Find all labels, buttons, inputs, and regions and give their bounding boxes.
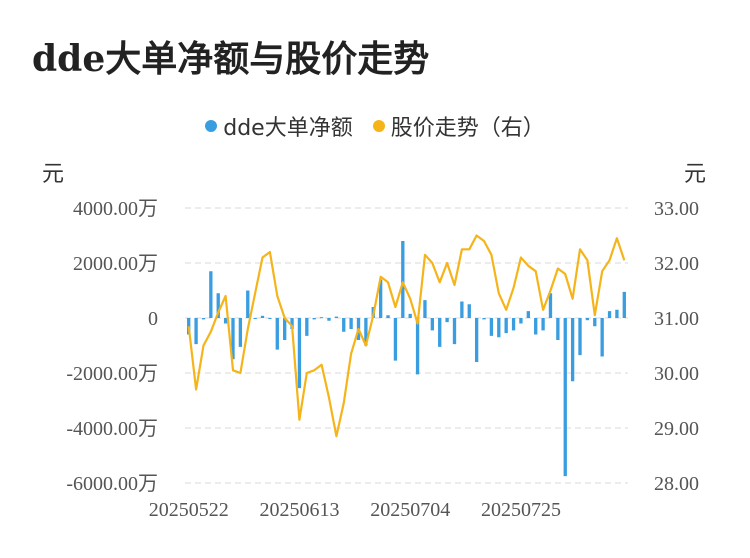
legend-dot-bar: [205, 120, 218, 132]
legend-dot-line: [372, 120, 385, 132]
y2-tick-label: 30.00: [654, 363, 699, 385]
bar: [519, 318, 523, 324]
bar: [607, 311, 612, 318]
bar: [268, 318, 272, 319]
bar: [415, 318, 420, 375]
bar: [319, 317, 324, 319]
right-axis-unit: 元: [684, 162, 707, 187]
bar: [231, 318, 235, 360]
chart-title: dde大单净额与股价走势: [32, 38, 430, 80]
bar: [452, 318, 457, 345]
bar: [622, 291, 626, 318]
bar: [194, 318, 198, 345]
y2-tick-label: 33.00: [654, 198, 699, 220]
bar: [312, 318, 316, 320]
bar: [386, 315, 390, 318]
bar: [342, 318, 346, 332]
bar: [511, 318, 516, 331]
y-tick-label: -6000.00万: [66, 473, 158, 495]
x-tick-label: 20250613: [259, 499, 339, 521]
bar: [497, 318, 501, 338]
bar: [489, 318, 494, 336]
bar: [474, 318, 479, 362]
bar: [238, 318, 243, 347]
bar: [438, 318, 442, 347]
bar: [260, 315, 265, 318]
x-tick-label: 20250704: [370, 499, 450, 521]
bar: [305, 318, 309, 336]
chart-legend: dde大单净额 股价走势（右）: [0, 110, 750, 142]
bar: [364, 318, 368, 346]
y-tick-label: 2000.00万: [73, 253, 158, 275]
bar: [423, 300, 427, 318]
bar: [349, 318, 353, 329]
bar: [430, 318, 435, 331]
y-tick-label: 0: [148, 308, 158, 330]
bar: [246, 290, 250, 318]
x-tick-label: 20250725: [481, 499, 561, 521]
bar: [482, 318, 486, 320]
bar: [467, 304, 471, 318]
bar: [275, 318, 279, 350]
y2-tick-label: 31.00: [654, 308, 699, 330]
legend-item-price[interactable]: 股价走势（右）: [372, 110, 545, 142]
x-tick-label: 20250522: [149, 499, 229, 521]
bar: [570, 318, 575, 382]
legend-item-dde[interactable]: dde大单净额: [205, 110, 353, 142]
bar: [548, 293, 553, 318]
bar: [526, 311, 530, 318]
y-tick-label: 4000.00万: [73, 198, 158, 220]
price-line: [187, 234, 626, 438]
y2-tick-label: 28.00: [654, 473, 699, 495]
bar: [297, 318, 302, 389]
bar: [600, 318, 604, 357]
bar: [327, 318, 331, 321]
y-tick-label: -2000.00万: [66, 363, 158, 385]
legend-label-price: 股价走势（右）: [390, 116, 545, 141]
bar: [556, 318, 560, 340]
bar: [563, 318, 567, 477]
bar: [460, 301, 464, 318]
bar: [578, 318, 582, 356]
bar: [201, 318, 206, 320]
bar: [216, 293, 220, 318]
bar: [253, 318, 257, 319]
bar: [408, 313, 412, 318]
bar: [445, 318, 449, 323]
legend-label-dde: dde大单净额: [223, 116, 353, 141]
bar: [401, 241, 405, 318]
bar: [334, 316, 339, 318]
bar: [615, 309, 619, 318]
left-axis-unit: 元: [42, 162, 65, 187]
bar: [223, 318, 228, 324]
bar: [283, 318, 287, 340]
bar: [593, 318, 597, 327]
bar: [534, 318, 538, 335]
y2-tick-label: 32.00: [654, 253, 699, 275]
bar: [209, 271, 213, 318]
bar: [504, 318, 508, 334]
y2-tick-label: 29.00: [654, 418, 699, 440]
bar: [585, 318, 590, 321]
y-tick-label: -4000.00万: [66, 418, 158, 440]
bar: [393, 318, 398, 361]
bar: [290, 318, 294, 329]
bar: [378, 279, 383, 318]
bar: [541, 318, 545, 331]
